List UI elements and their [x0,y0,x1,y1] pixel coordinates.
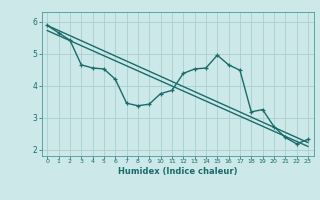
X-axis label: Humidex (Indice chaleur): Humidex (Indice chaleur) [118,167,237,176]
